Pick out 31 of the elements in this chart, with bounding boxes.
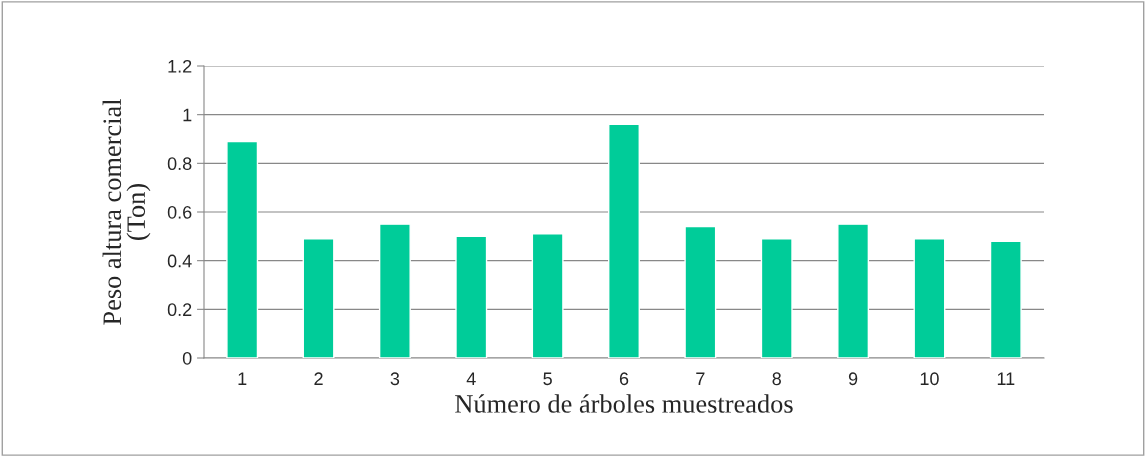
bar (378, 223, 411, 358)
x-tick-label: 2 (314, 372, 323, 385)
bar (837, 223, 870, 358)
y-tick-label: 1.2 (168, 59, 192, 73)
x-tick-label: 4 (466, 372, 476, 385)
x-tick-label: 8 (772, 372, 781, 386)
bar (989, 240, 1022, 358)
y-tick-label: 0.2 (167, 303, 192, 317)
y-tick-label: 0.8 (167, 157, 192, 171)
y-tick-label: 1 (183, 108, 192, 122)
bar (226, 140, 259, 358)
x-tick-label: 6 (619, 372, 629, 386)
bar (684, 225, 717, 358)
bar (760, 238, 793, 358)
bar (302, 238, 335, 358)
x-axis-title: Número de árboles muestreados (455, 394, 793, 413)
bar (608, 123, 640, 358)
bar (531, 233, 564, 358)
y-tick-label: 0.4 (167, 254, 192, 268)
bar (913, 238, 946, 358)
x-tick-label: 5 (543, 372, 552, 386)
x-tick-label: 7 (696, 372, 705, 385)
x-tick-label: 9 (848, 372, 858, 386)
bar (455, 235, 488, 358)
y-tick-label: 0 (182, 351, 192, 365)
x-tick-label: 3 (390, 372, 400, 386)
x-tick-label: 1 (238, 372, 247, 385)
x-tick-label: 10 (920, 372, 939, 386)
x-tick-label: 11 (997, 372, 1015, 385)
y-axis-title: Peso altura comercial (Ton) (102, 98, 151, 325)
y-tick-label: 0.6 (167, 205, 192, 219)
